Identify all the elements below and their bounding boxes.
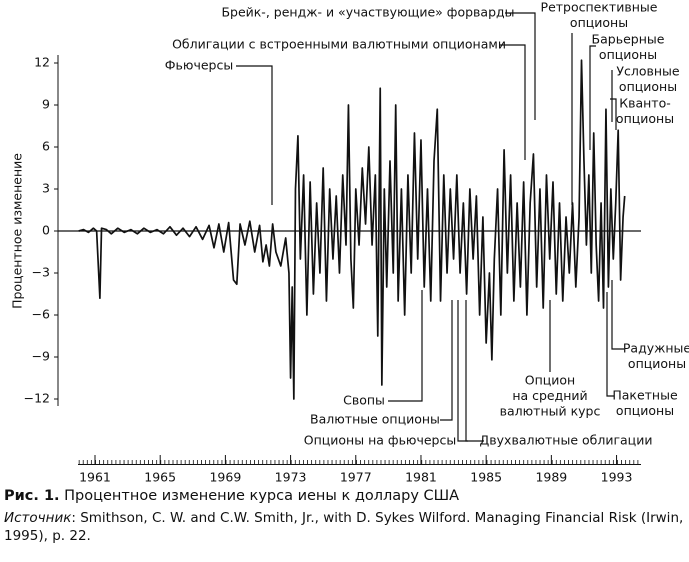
y-tick-label: 9 (42, 97, 50, 112)
source-label: Источник (4, 510, 72, 526)
caption-title: Процентное изменение курса иены к доллар… (64, 488, 460, 504)
x-tick-label: 1977 (340, 470, 372, 485)
annotation: опционы (570, 15, 628, 30)
annotation: Фьючерсы (165, 58, 233, 73)
annotation: Свопы (343, 393, 385, 408)
caption-title-line: Рис. 1. Процентное изменение курса иены … (4, 487, 684, 506)
annotation: Условные (616, 64, 680, 79)
annotation: Брейк-, рендж- и «участвующие» форварды (221, 5, 514, 20)
annotation: опционы (616, 111, 674, 126)
caption: Рис. 1. Процентное изменение курса иены … (4, 487, 684, 545)
annotation: Ретроспективные (541, 0, 658, 15)
chart: Процентное изменение −12 −9 −6 −3 0 3 6 9 12 1961… (10, 0, 689, 485)
annotation: Кванто- (619, 96, 671, 111)
annotation: Облигации с встроенными валютными опцион… (172, 37, 506, 52)
x-tick-label: 1969 (209, 470, 241, 485)
y-tick-label: −12 (24, 391, 50, 406)
annotation: Опционы на фьючерсы (304, 433, 456, 448)
source-text: : Smithson, C. W. and C.W. Smith, Jr., w… (4, 510, 684, 544)
y-tick-label: 0 (42, 223, 50, 238)
x-ruler (78, 458, 641, 465)
series-line (78, 59, 626, 400)
annotation: Опцион (525, 373, 575, 388)
annotation: Радужные (623, 341, 689, 356)
source: Источник: Smithson, C. W. and C.W. Smith… (4, 509, 684, 545)
y-tick-label: 3 (42, 181, 50, 196)
y-tick-label: −9 (32, 349, 50, 364)
y-tick-label: −6 (32, 307, 50, 322)
x-tick-label: 1989 (535, 470, 567, 485)
annotation: опционы (628, 356, 686, 371)
x-tick-label: 1985 (470, 470, 502, 485)
y-tick-label: −3 (32, 265, 50, 280)
annotation: Пакетные (612, 388, 678, 403)
x-tick-label: 1993 (601, 470, 633, 485)
x-tick-label: 1981 (405, 470, 437, 485)
annotation: опционы (599, 47, 657, 62)
leader-lines (236, 12, 624, 442)
x-tick-label: 1965 (144, 470, 176, 485)
x-tick-label: 1973 (275, 470, 307, 485)
annotation: Барьерные (592, 32, 665, 47)
annotation: Валютные опционы (310, 412, 440, 427)
y-tick-label: 6 (42, 139, 50, 154)
annotation: валютный курс (500, 404, 601, 419)
annotation: опционы (619, 79, 677, 94)
y-tick-label: 12 (34, 55, 50, 70)
y-axis-label: Процентное изменение (10, 153, 25, 309)
caption-label: Рис. 1. (4, 488, 60, 504)
x-tick-label: 1961 (79, 470, 111, 485)
annotation: опционы (616, 403, 674, 418)
annotation: на средний (512, 388, 587, 403)
annotation: Двухвалютные облигации (480, 433, 653, 448)
